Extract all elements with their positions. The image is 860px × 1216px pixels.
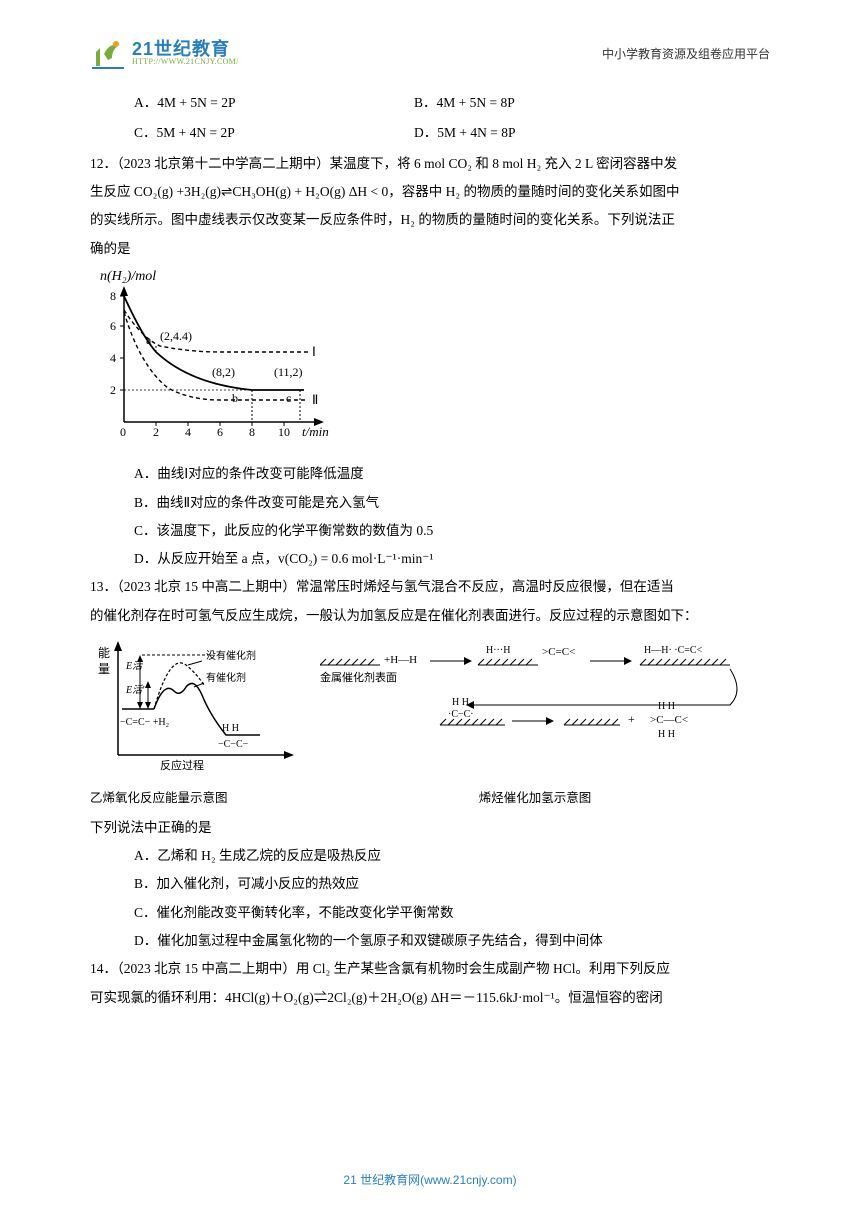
svg-text:E活': E活' bbox=[125, 684, 145, 696]
q12-optB: B．曲线Ⅱ对应的条件改变可能是充入氢气 bbox=[134, 490, 770, 516]
svg-text:能: 能 bbox=[98, 646, 110, 660]
q11-optC: C．5M + 4N = 2P bbox=[134, 120, 414, 146]
q13-optB: B．加入催化剂，可减小反应的热效应 bbox=[134, 871, 770, 897]
svg-text:(8,2): (8,2) bbox=[212, 365, 235, 379]
q14-stem1: 14．（2023 北京 15 中高二上期中）用 Cl₂ 生产某些含氯有机物时会生… bbox=[90, 956, 770, 982]
page-header: 21世纪教育 HTTP://WWW.21CNJY.COM/ 中小学教育资源及组卷… bbox=[90, 36, 770, 70]
svg-text:a: a bbox=[146, 333, 152, 347]
q13-optC: C．催化剂能改变平衡转化率，不能改变化学平衡常数 bbox=[134, 900, 770, 926]
svg-text:·C−C·: ·C−C· bbox=[448, 709, 474, 720]
q12-optC: C．该温度下，此反应的化学平衡常数的数值为 0.5 bbox=[134, 518, 770, 544]
q13-stem2: 的催化剂存在时可氢气反应生成烷，一般认为加氢反应是在催化剂表面进行。反应过程的示… bbox=[90, 603, 770, 629]
svg-text:量: 量 bbox=[98, 662, 110, 676]
q12-optD: D．从反应开始至 a 点，v(CO₂) = 0.6 mol·L⁻¹·min⁻¹ bbox=[134, 546, 770, 572]
q13-diagrams: 能 量 −C=C− +H₂ E活 E活' 没有催化 bbox=[90, 635, 770, 811]
svg-text:金属催化剂表面: 金属催化剂表面 bbox=[320, 670, 397, 684]
q13-optD: D．催化加氢过程中金属氢化物的一个氢原子和双键碳原子先结合，得到中间体 bbox=[134, 928, 770, 954]
logo: 21世纪教育 HTTP://WWW.21CNJY.COM/ bbox=[90, 36, 239, 70]
q11-optA: A．4M + 5N = 2P bbox=[134, 90, 414, 116]
svg-text:4: 4 bbox=[110, 351, 116, 365]
mechanism-diagram: +H—H H···H >C=C< H—H· ·C=C< 金属催化剂表面 bbox=[320, 635, 750, 811]
logo-icon bbox=[90, 36, 126, 70]
page-footer: 21 世纪教育网(www.21cnjy.com) bbox=[0, 1171, 860, 1188]
q12-stem1: 12．（2023 北京第十二中学高二上期中）某温度下，将 6 mol CO₂ 和… bbox=[90, 151, 770, 177]
q12-optA: A．曲线Ⅰ对应的条件改变可能降低温度 bbox=[134, 461, 770, 487]
svg-text:E活: E活 bbox=[125, 660, 144, 672]
svg-text:H H: H H bbox=[658, 729, 675, 740]
q13-post: 下列说法中正确的是 bbox=[90, 815, 770, 841]
svg-text:2: 2 bbox=[153, 425, 159, 439]
q13-optA: A．乙烯和 H₂ 生成乙烷的反应是吸热反应 bbox=[134, 843, 770, 869]
svg-text:>C—C<: >C—C< bbox=[650, 714, 688, 726]
q12-stem4: 确的是 bbox=[90, 236, 770, 262]
svg-text:H H: H H bbox=[452, 697, 469, 708]
svg-text:−C−C−: −C−C− bbox=[218, 739, 249, 750]
main-content: A．4M + 5N = 2P B．4M + 5N = 8P C．5M + 4N … bbox=[90, 90, 770, 1013]
svg-text:+H—H: +H—H bbox=[384, 654, 417, 666]
svg-text:H H: H H bbox=[222, 723, 239, 734]
q11-row2: C．5M + 4N = 2P D．5M + 4N = 8P bbox=[134, 120, 770, 146]
svg-text:H···H: H···H bbox=[486, 645, 510, 656]
q11-optB: B．4M + 5N = 8P bbox=[414, 90, 770, 116]
svg-text:(11,2): (11,2) bbox=[274, 365, 303, 379]
q12-stem2: 生反应 CO₂(g) +3H₂(g)⇌CH₃OH(g) + H₂O(g) ΔH … bbox=[90, 179, 770, 205]
svg-text:6: 6 bbox=[110, 319, 116, 333]
q12-graph: n(H₂)/mol 2 4 6 8 0 2 4 6 8 10 t/min Ⅰ bbox=[90, 266, 770, 455]
energy-caption: 乙烯氧化反应能量示意图 bbox=[90, 786, 300, 810]
q11-row1: A．4M + 5N = 2P B．4M + 5N = 8P bbox=[134, 90, 770, 116]
svg-text:−C=C− +H₂: −C=C− +H₂ bbox=[120, 717, 169, 728]
q14-stem2: 可实现氯的循环利用：4HCl(g)＋O₂(g)⇌2Cl₂(g)＋2H₂O(g) … bbox=[90, 985, 770, 1011]
svg-text:反应过程: 反应过程 bbox=[160, 758, 204, 772]
svg-text:2: 2 bbox=[110, 383, 116, 397]
svg-text:>C=C<: >C=C< bbox=[542, 646, 575, 658]
footer-text: 21 世纪教育网(www.21cnjy.com) bbox=[343, 1173, 516, 1187]
svg-text:10: 10 bbox=[278, 425, 290, 439]
svg-text:t/min: t/min bbox=[302, 424, 329, 439]
q11-optD: D．5M + 4N = 8P bbox=[414, 120, 770, 146]
logo-main-text: 21世纪教育 bbox=[132, 40, 239, 58]
svg-text:8: 8 bbox=[110, 289, 116, 303]
svg-text:0: 0 bbox=[120, 425, 126, 439]
svg-text:+: + bbox=[628, 712, 635, 726]
svg-text:没有催化剂: 没有催化剂 bbox=[206, 649, 256, 662]
svg-text:8: 8 bbox=[249, 425, 255, 439]
svg-text:6: 6 bbox=[217, 425, 223, 439]
svg-text:(2,4.4): (2,4.4) bbox=[160, 329, 192, 343]
svg-text:H H: H H bbox=[658, 701, 675, 712]
energy-diagram: 能 量 −C=C− +H₂ E活 E活' 没有催化 bbox=[90, 635, 300, 811]
svg-text:c: c bbox=[286, 391, 291, 405]
y-axis-label: n(H₂)/mol bbox=[100, 269, 156, 284]
svg-text:Ⅰ: Ⅰ bbox=[312, 344, 316, 359]
svg-text:4: 4 bbox=[185, 425, 191, 439]
mech-caption: 烯烃催化加氢示意图 bbox=[320, 786, 750, 810]
header-right-text: 中小学教育资源及组卷应用平台 bbox=[602, 45, 770, 62]
q12-stem3: 的实线所示。图中虚线表示仅改变某一反应条件时，H₂ 的物质的量随时间的变化关系。… bbox=[90, 207, 770, 233]
svg-text:Ⅱ: Ⅱ bbox=[312, 392, 318, 407]
svg-text:有催化剂: 有催化剂 bbox=[206, 671, 246, 684]
logo-sub-text: HTTP://WWW.21CNJY.COM/ bbox=[132, 58, 239, 66]
svg-text:b: b bbox=[232, 391, 238, 405]
svg-text:H—H· ·C=C<: H—H· ·C=C< bbox=[644, 645, 703, 656]
q13-stem1: 13．（2023 北京 15 中高二上期中）常温常压时烯烃与氢气混合不反应，高温… bbox=[90, 574, 770, 600]
